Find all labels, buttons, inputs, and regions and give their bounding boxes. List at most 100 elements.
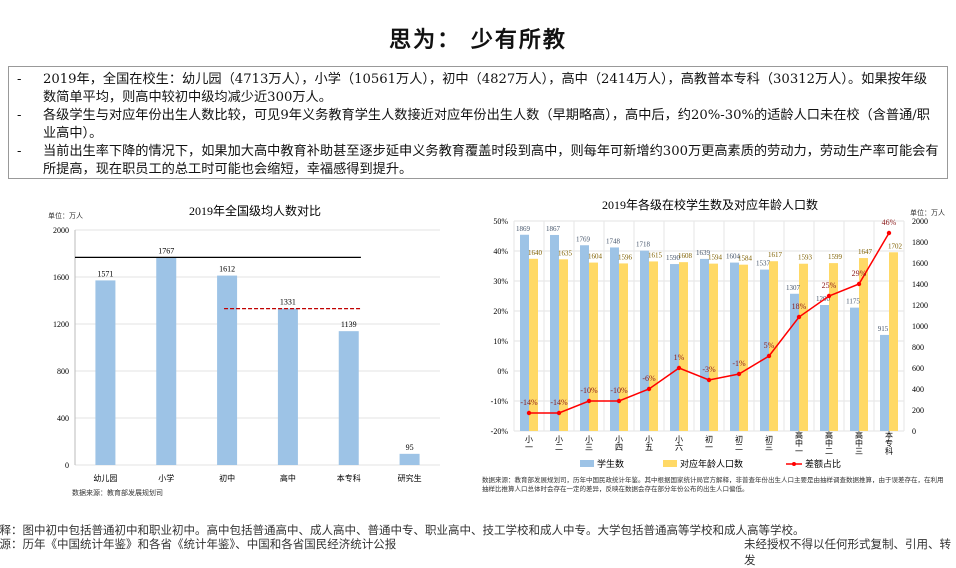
line-point [526,410,532,416]
x-tick-label: 小五 [645,435,654,451]
y-right-tick-label: 1600 [912,259,928,268]
y-right-tick-label: 0 [912,427,916,436]
data-label-ratio: 18% [792,302,807,311]
bar-student [880,334,889,431]
y-left-tick-label: -10% [491,397,509,406]
y-left-tick-label: 40% [493,247,508,256]
legend-label: 对应年龄人口数 [680,458,743,469]
bar [277,308,298,465]
data-label: 1612 [219,265,235,274]
bar-population [829,263,838,431]
data-label-population: 1596 [618,253,633,261]
data-label-ratio: 25% [822,281,837,290]
x-tick-label: 高中二 [825,430,834,455]
bar-population [859,258,868,431]
bar-population [709,263,718,431]
x-tick-label: 初中 [219,473,235,483]
data-label-population: 1647 [858,248,873,256]
bar-population [649,261,658,431]
bar-student [520,234,529,431]
y-right-tick-label: 1000 [912,322,928,331]
data-label-student: 1307 [786,284,801,292]
data-label-ratio: -1% [732,359,746,368]
data-label-ratio: -10% [580,386,598,395]
page-title: 思为： 少有所教 [389,27,567,53]
data-label-student: 1200 [816,295,831,303]
data-label-ratio: 46% [882,218,897,227]
data-label-student: 1869 [516,225,531,233]
bar-population [739,264,748,431]
y-tick-label: 800 [57,367,69,376]
data-label-population: 1702 [888,242,903,250]
y-right-tick-label: 200 [912,406,924,415]
y-tick-label: 2000 [53,226,69,235]
bar-population [799,263,808,431]
bar-student [610,247,619,431]
data-label-ratio: -6% [642,374,656,383]
x-tick-label: 高中一 [795,430,804,455]
y-right-tick-label: 1400 [912,280,928,289]
data-label-population: 1594 [708,254,723,262]
line-point [826,293,832,299]
bar-student [640,250,649,431]
x-tick-label: 本专科 [885,430,894,456]
bar-student [820,305,829,431]
line-point [856,281,862,287]
data-label-ratio: -14% [550,398,568,407]
x-tick-label: 初三 [765,434,774,451]
legend-swatch-student [580,460,594,467]
data-label: 95 [406,443,414,452]
y-tick-label: 1200 [53,320,69,329]
bar [95,280,116,465]
y-left-tick-label: 50% [493,217,508,226]
bar-student [550,234,559,431]
line-point [706,377,712,383]
line-point [676,365,682,371]
data-label: 1571 [97,269,113,278]
line-point [616,398,622,404]
x-tick-label: 小学 [158,473,174,483]
data-label-student: 1867 [546,225,561,233]
data-label-population: 1584 [738,255,753,263]
line-point [796,314,802,320]
data-label-student: 1175 [846,298,860,306]
y-right-tick-label: 1200 [912,301,928,310]
x-tick-label: 高中 [280,473,296,483]
x-tick-label: 小二 [555,435,564,451]
chart-title: 2019年各级在校学生数及对应年龄人口数 [602,197,818,212]
data-label-population: 1617 [768,251,783,259]
data-label-ratio: 1% [674,353,685,362]
data-label-ratio: -3% [702,365,716,374]
bullet-marker: - [17,72,22,87]
x-tick-label: 小四 [615,435,624,451]
data-label-population: 1635 [558,249,573,257]
y-left-tick-label: 10% [493,337,508,346]
footer-disclaimer: 未经授权不得以任何形式复制、引用、转发 [744,537,951,567]
bullet-item: - 当前出生率下降的情况下，如果加大高中教育补助甚至逐步延申义务教育覆盖时段到高中… [17,143,939,179]
data-label-student: 1537 [756,260,771,268]
bar-student [850,307,859,431]
right-combo-chart: 2019年各级在校学生数及对应年龄人口数 -20% -10% 0% 10% 20% 30% 4… [491,197,928,469]
x-tick-label: 初二 [735,434,744,451]
bullet-item: - 2019年，全国在校生：幼儿园（4713万人），小学（10561万人），初中（… [17,71,939,107]
bar-student [730,262,739,431]
bullet-marker: - [17,108,22,123]
footer-source: 来源：历年《中国统计年鉴》和各省《统计年鉴》、中国和各省国民经济统计公报 [0,537,397,551]
line-point [886,230,892,236]
line-point [736,371,742,377]
data-label-population: 1608 [678,252,693,260]
data-label-population: 1593 [798,254,813,262]
legend-swatch-population [663,460,677,467]
data-label-population: 1615 [648,251,663,259]
y-tick-label: 400 [57,414,69,423]
bar-population [769,261,778,431]
left-chart-source: 数据来源：教育部发展规划司 [72,489,163,497]
line-point [646,386,652,392]
y-right-tick-label: 600 [912,364,924,373]
bar [399,453,420,465]
data-label: 1767 [158,246,174,255]
x-tick-label: 高中三 [855,430,864,455]
data-label-ratio: -14% [520,398,538,407]
x-tick-label: 研究生 [398,473,422,483]
legend-label: 差额占比 [805,458,841,469]
